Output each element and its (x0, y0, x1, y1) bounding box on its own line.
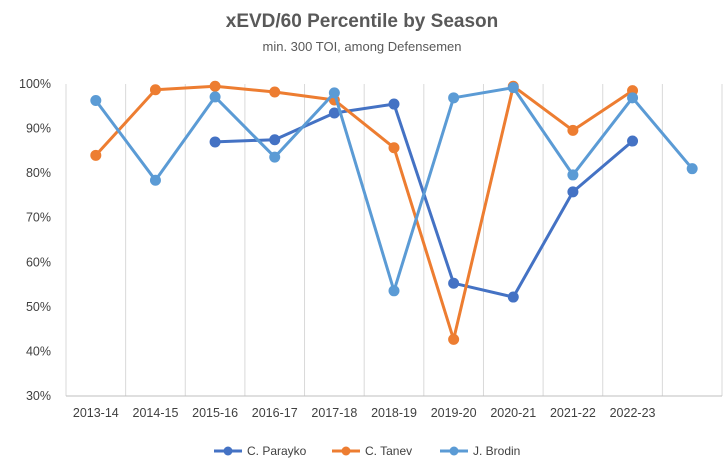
legend-label: C. Parayko (247, 444, 307, 458)
x-tick-label: 2016-17 (252, 406, 298, 420)
x-tick-label: 2022-23 (610, 406, 656, 420)
legend-label: C. Tanev (365, 444, 412, 458)
y-tick-label: 70% (26, 211, 51, 225)
data-point (448, 333, 460, 345)
data-point (448, 92, 460, 104)
x-tick-label: 2018-19 (371, 406, 417, 420)
data-point (507, 82, 519, 94)
y-tick-label: 30% (26, 389, 51, 403)
y-tick-label: 50% (26, 300, 51, 314)
x-tick-label: 2013-14 (73, 406, 119, 420)
legend: C. Parayko C. Tanev J. Brodin (214, 444, 520, 458)
legend-marker (341, 446, 351, 456)
y-tick-label: 80% (26, 166, 51, 180)
data-point (388, 142, 400, 154)
data-point (209, 80, 221, 92)
x-tick-label: 2021-22 (550, 406, 596, 420)
data-point (448, 277, 460, 289)
data-point (567, 124, 579, 136)
data-point (388, 98, 400, 110)
y-tick-label: 40% (26, 344, 51, 358)
series-j-brodin (90, 82, 698, 297)
chart-subtitle: min. 300 TOI, among Defensemen (263, 39, 462, 54)
legend-marker (223, 446, 233, 456)
x-tick-label: 2019-20 (431, 406, 477, 420)
data-point (269, 86, 281, 98)
x-tick-label: 2017-18 (311, 406, 357, 420)
data-point (209, 136, 221, 148)
legend-item: C. Tanev (332, 444, 412, 458)
data-point (627, 135, 639, 147)
data-point (269, 134, 281, 146)
data-point (269, 151, 281, 163)
legend-item: C. Parayko (214, 444, 307, 458)
x-tick-label: 2020-21 (490, 406, 536, 420)
data-point (627, 92, 639, 104)
legend-item: J. Brodin (440, 444, 520, 458)
x-tick-label: 2015-16 (192, 406, 238, 420)
legend-label: J. Brodin (473, 444, 520, 458)
data-point (686, 163, 698, 175)
data-point (507, 291, 519, 303)
data-point (149, 174, 161, 186)
y-tick-label: 60% (26, 255, 51, 269)
data-point (209, 91, 221, 103)
chart-title: xEVD/60 Percentile by Season (226, 11, 498, 32)
data-point (567, 169, 579, 181)
x-tick-label: 2014-15 (133, 406, 179, 420)
data-point (328, 87, 340, 99)
data-point (567, 186, 579, 198)
data-point (90, 149, 102, 161)
grid (65, 84, 723, 396)
data-point (388, 285, 400, 297)
legend-marker (449, 446, 459, 456)
series-layer (90, 80, 698, 345)
axes: 30% 40% 50% 60% 70% 80% 90% 100% 2013-14 2014-15 2… (19, 77, 722, 420)
data-point (149, 84, 161, 96)
y-tick-label: 90% (26, 122, 51, 136)
series-line (94, 84, 634, 341)
data-point (90, 94, 102, 106)
y-tick-label: 100% (19, 77, 51, 91)
